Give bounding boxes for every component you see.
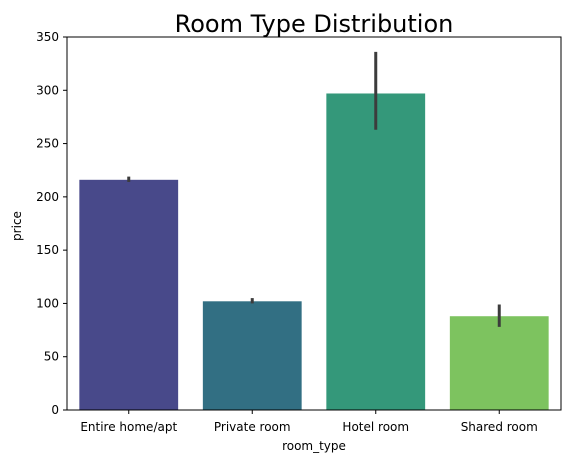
y-axis: 0 50 100 150 200 250 300 350 <box>36 30 67 417</box>
y-tick-label: 200 <box>36 190 59 204</box>
x-tick-label: Private room <box>214 420 291 434</box>
y-axis-label: price <box>10 211 24 241</box>
bar <box>326 93 426 411</box>
bar <box>449 316 549 410</box>
chart-title: Room Type Distribution <box>175 10 454 38</box>
x-tick-label: Entire home/apt <box>80 420 177 434</box>
x-tick-label: Hotel room <box>342 420 409 434</box>
plot-frame <box>66 36 562 411</box>
y-tick-label: 50 <box>44 350 59 364</box>
bar <box>79 179 179 410</box>
y-tick-label: 250 <box>36 137 59 151</box>
y-tick-label: 350 <box>36 30 59 44</box>
x-axis-label: room_type <box>282 439 346 453</box>
bars-group <box>79 93 549 411</box>
x-axis: Entire home/apt Private room Hotel room Sha… <box>80 410 538 434</box>
y-tick-label: 100 <box>36 296 59 310</box>
y-tick-label: 150 <box>36 243 59 257</box>
y-tick-label: 300 <box>36 83 59 97</box>
error-bars-group <box>127 51 501 327</box>
y-tick-label: 0 <box>51 403 59 417</box>
bar <box>202 301 302 410</box>
x-tick-label: Shared room <box>461 420 538 434</box>
